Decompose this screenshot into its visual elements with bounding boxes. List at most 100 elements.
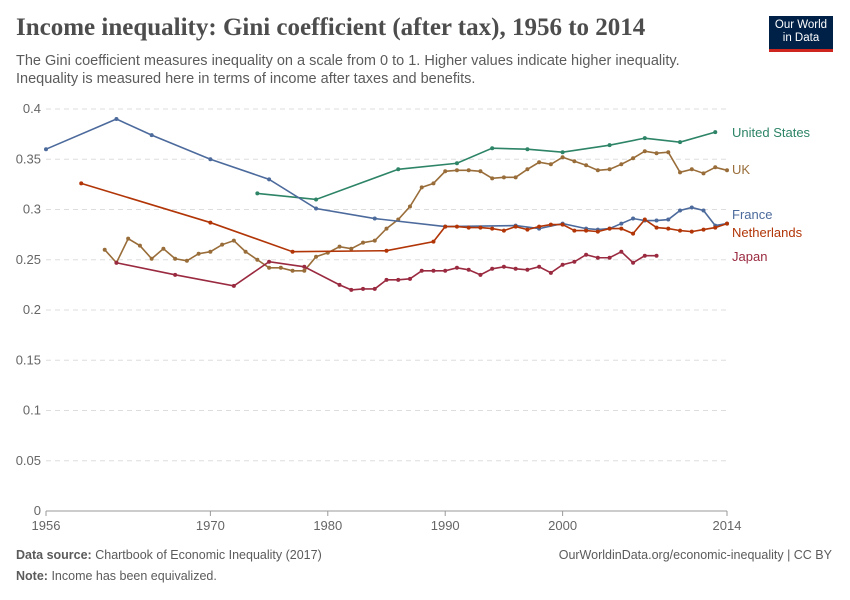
data-point — [525, 147, 530, 152]
data-point — [208, 249, 213, 254]
data-point — [701, 227, 706, 232]
data-point — [701, 171, 706, 176]
data-point — [501, 175, 506, 180]
data-point — [243, 249, 248, 254]
data-point — [631, 156, 636, 161]
data-point — [278, 265, 283, 270]
data-point — [372, 286, 377, 291]
data-point — [478, 169, 483, 174]
data-point — [654, 218, 659, 223]
data-point — [525, 267, 530, 272]
data-point — [642, 253, 647, 258]
data-point — [419, 185, 424, 190]
data-point — [349, 287, 354, 292]
data-point — [619, 249, 624, 254]
data-point — [678, 228, 683, 233]
series-line-united-states — [257, 131, 716, 201]
data-point — [44, 147, 48, 152]
data-point — [407, 276, 412, 281]
data-point — [513, 266, 518, 271]
series-label: France — [732, 207, 772, 222]
data-point — [490, 266, 495, 271]
source-label: Data source: — [16, 548, 92, 562]
data-point — [525, 227, 530, 232]
x-tick-label: 1990 — [431, 518, 460, 533]
note: Note: Income has been equivalized. — [16, 569, 217, 583]
data-point — [560, 222, 565, 227]
data-point — [607, 226, 612, 231]
data-point — [102, 247, 107, 252]
data-point — [678, 140, 683, 145]
data-point — [149, 256, 154, 261]
data-point — [572, 259, 577, 264]
y-tick-label: 0.3 — [23, 202, 41, 217]
data-point — [443, 268, 448, 273]
data-point — [548, 222, 553, 227]
data-point — [595, 255, 600, 260]
logo-line1: Our World — [774, 19, 828, 31]
data-point — [642, 136, 647, 141]
data-point — [548, 270, 553, 275]
data-point — [137, 243, 142, 248]
data-point — [713, 165, 718, 170]
data-point — [513, 224, 518, 229]
data-point — [560, 150, 565, 155]
data-point — [290, 268, 295, 273]
data-point — [654, 151, 659, 156]
data-point — [384, 277, 389, 282]
data-point — [431, 181, 436, 186]
data-point — [173, 272, 178, 277]
data-point — [607, 255, 612, 260]
data-point — [490, 226, 495, 231]
data-point — [337, 282, 342, 287]
data-point — [454, 161, 459, 166]
data-point — [584, 252, 589, 257]
data-point — [642, 149, 647, 154]
series-line-japan — [116, 250, 657, 291]
data-point — [478, 225, 483, 230]
data-point — [701, 208, 706, 213]
data-point — [501, 228, 506, 233]
data-point — [126, 236, 131, 241]
data-point — [255, 257, 260, 262]
data-point — [619, 162, 624, 167]
data-point — [595, 229, 600, 234]
data-point — [595, 168, 600, 173]
data-point — [161, 246, 166, 251]
data-point — [173, 256, 178, 261]
data-point — [584, 163, 589, 168]
data-point — [454, 168, 459, 173]
series-line-netherlands — [80, 182, 728, 253]
data-point — [678, 208, 683, 213]
data-point — [396, 167, 401, 172]
data-point — [149, 133, 154, 138]
series-label: United States — [732, 125, 811, 140]
data-point — [302, 264, 307, 269]
source-text: Chartbook of Economic Inequality (2017) — [95, 548, 322, 562]
data-point — [560, 262, 565, 267]
data-point — [537, 160, 542, 165]
data-point — [302, 268, 307, 273]
data-point — [454, 224, 459, 229]
owid-logo[interactable]: Our World in Data — [769, 16, 833, 52]
series-label: Netherlands — [732, 225, 803, 240]
data-point — [443, 224, 448, 229]
series-line-france — [45, 118, 728, 231]
data-point — [231, 283, 236, 288]
data-point — [454, 265, 459, 270]
data-point — [537, 264, 542, 269]
data-point — [607, 167, 612, 172]
data-point — [419, 268, 424, 273]
data-point — [184, 258, 189, 263]
data-point — [654, 225, 659, 230]
data-point — [431, 239, 436, 244]
data-point — [689, 167, 694, 172]
source-url[interactable]: OurWorldinData.org/economic-inequality |… — [558, 548, 832, 562]
data-point — [525, 167, 530, 172]
data-point — [267, 259, 272, 264]
data-point — [290, 249, 295, 254]
y-tick-label: 0.25 — [16, 252, 41, 267]
data-point — [114, 260, 119, 265]
